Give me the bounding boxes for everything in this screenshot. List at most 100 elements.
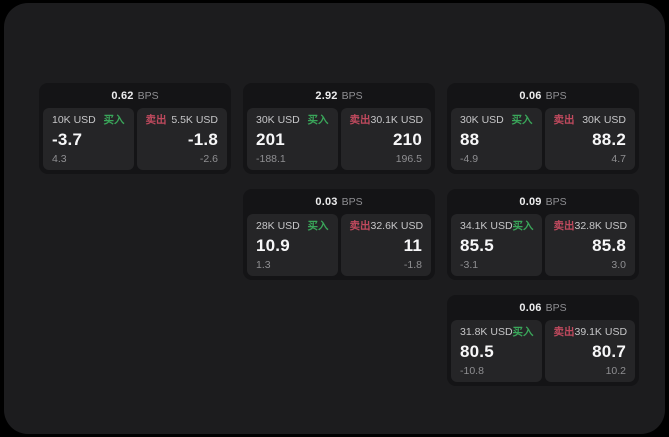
sell-delta: 3.0: [611, 258, 626, 271]
buy-delta: -4.9: [460, 152, 479, 165]
spread-value: 0.09: [519, 195, 542, 208]
sell-quote-tile[interactable]: 卖出 32.8K USD 85.8 3.0: [544, 214, 635, 276]
buy-price: 88: [460, 130, 480, 149]
spread-value: 2.92: [315, 89, 338, 102]
spread-unit-label: BPS: [341, 89, 363, 102]
sell-price: 88.2: [592, 130, 626, 149]
sell-top-row: 卖出 39.1K USD: [553, 326, 628, 338]
sell-size-label: 32.6K USD: [370, 220, 424, 232]
buy-delta: -3.1: [460, 258, 479, 271]
sell-price: -1.8: [187, 130, 218, 149]
spread-unit-label: BPS: [545, 89, 567, 102]
sell-size-label: 5.5K USD: [171, 114, 218, 126]
sell-top-row: 卖出 30K USD: [554, 115, 627, 126]
sell-price: 80.7: [592, 342, 626, 361]
quote-tiles: 31.8K USD 买入 80.5 -10.8 卖出 39.1K USD 80.…: [447, 320, 639, 386]
quote-card: 0.03 BPS 28K USD 买入 10.9 1.3 卖出 32.6K US…: [243, 189, 435, 280]
spread-header: 0.06 BPS: [447, 83, 639, 108]
sell-side-label: 卖出: [349, 114, 371, 126]
buy-top-row: 30K USD 买入: [460, 115, 533, 126]
sell-delta: 196.5: [395, 152, 422, 165]
spread-value: 0.06: [519, 301, 542, 314]
sell-delta: 10.2: [605, 364, 626, 377]
buy-size-label: 28K USD: [256, 220, 300, 232]
buy-top-row: 31.8K USD 买入: [460, 326, 534, 338]
buy-top-row: 34.1K USD 买入: [460, 220, 534, 232]
quote-tiles: 28K USD 买入 10.9 1.3 卖出 32.6K USD 11 -1.8: [243, 214, 435, 280]
buy-side-label: 买入: [511, 114, 533, 126]
quote-card: 2.92 BPS 30K USD 买入 201 -188.1 卖出 30.1K …: [243, 83, 435, 174]
spread-header: 0.62 BPS: [39, 83, 231, 108]
buy-price: 80.5: [460, 342, 494, 361]
sell-delta: -1.8: [403, 258, 422, 271]
buy-delta: -188.1: [256, 152, 286, 165]
quote-card: 0.09 BPS 34.1K USD 买入 85.5 -3.1 卖出 32.8K…: [447, 189, 639, 280]
buy-side-label: 买入: [307, 220, 329, 232]
quote-tiles: 10K USD 买入 -3.7 4.3 卖出 5.5K USD -1.8 -2.…: [39, 108, 231, 174]
sell-side-label: 卖出: [553, 114, 575, 126]
sell-size-label: 32.8K USD: [574, 220, 628, 232]
spread-value: 0.03: [315, 195, 338, 208]
buy-quote-tile[interactable]: 34.1K USD 买入 85.5 -3.1: [451, 214, 542, 276]
quote-tiles: 30K USD 买入 88 -4.9 卖出 30K USD 88.2 4.7: [447, 108, 639, 174]
buy-price: -3.7: [52, 130, 83, 149]
sell-quote-tile[interactable]: 卖出 30K USD 88.2 4.7: [544, 108, 635, 170]
buy-side-label: 买入: [103, 114, 125, 126]
buy-side-label: 买入: [307, 114, 329, 126]
spread-header: 0.03 BPS: [243, 189, 435, 214]
spread-unit-label: BPS: [341, 195, 363, 208]
sell-top-row: 卖出 30.1K USD: [349, 114, 424, 126]
spread-unit-label: BPS: [137, 89, 159, 102]
quotes-panel: 0.62 BPS 10K USD 买入 -3.7 4.3 卖出 5.5K USD…: [4, 3, 665, 434]
buy-quote-tile[interactable]: 10K USD 买入 -3.7 4.3: [43, 108, 134, 170]
buy-quote-tile[interactable]: 31.8K USD 买入 80.5 -10.8: [451, 320, 542, 382]
spread-header: 2.92 BPS: [243, 83, 435, 108]
quote-tiles: 30K USD 买入 201 -188.1 卖出 30.1K USD 210 1…: [243, 108, 435, 174]
sell-quote-tile[interactable]: 卖出 39.1K USD 80.7 10.2: [544, 320, 635, 382]
quote-card: 0.06 BPS 31.8K USD 买入 80.5 -10.8 卖出 39.1…: [447, 295, 639, 386]
sell-price: 210: [393, 130, 422, 149]
quote-card: 0.06 BPS 30K USD 买入 88 -4.9 卖出 30K USD 8…: [447, 83, 639, 174]
sell-side-label: 卖出: [553, 326, 575, 338]
sell-size-label: 30.1K USD: [370, 114, 424, 126]
buy-price: 201: [256, 130, 285, 149]
spread-unit-label: BPS: [545, 301, 567, 314]
sell-top-row: 卖出 5.5K USD: [146, 115, 219, 126]
buy-price: 85.5: [460, 236, 494, 255]
buy-top-row: 30K USD 买入: [256, 115, 329, 126]
sell-delta: 4.7: [611, 152, 626, 165]
buy-side-label: 买入: [512, 220, 534, 232]
sell-quote-tile[interactable]: 卖出 32.6K USD 11 -1.8: [340, 214, 431, 276]
spread-header: 0.06 BPS: [447, 295, 639, 320]
sell-side-label: 卖出: [349, 220, 371, 232]
buy-delta: 4.3: [52, 152, 67, 165]
sell-size-label: 39.1K USD: [574, 326, 628, 338]
buy-size-label: 31.8K USD: [460, 326, 513, 338]
buy-size-label: 10K USD: [52, 114, 96, 126]
spread-header: 0.09 BPS: [447, 189, 639, 214]
sell-top-row: 卖出 32.8K USD: [553, 220, 628, 232]
buy-quote-tile[interactable]: 30K USD 买入 201 -188.1: [247, 108, 338, 170]
quote-card: 0.62 BPS 10K USD 买入 -3.7 4.3 卖出 5.5K USD…: [39, 83, 231, 174]
sell-price: 85.8: [592, 236, 626, 255]
quotes-grid: 0.62 BPS 10K USD 买入 -3.7 4.3 卖出 5.5K USD…: [39, 83, 639, 386]
buy-quote-tile[interactable]: 28K USD 买入 10.9 1.3: [247, 214, 338, 276]
quote-tiles: 34.1K USD 买入 85.5 -3.1 卖出 32.8K USD 85.8…: [447, 214, 639, 280]
spread-value: 0.62: [111, 89, 134, 102]
sell-quote-tile[interactable]: 卖出 5.5K USD -1.8 -2.6: [136, 108, 227, 170]
sell-side-label: 卖出: [553, 220, 575, 232]
buy-top-row: 28K USD 买入: [256, 221, 329, 232]
buy-price: 10.9: [256, 236, 290, 255]
spread-unit-label: BPS: [545, 195, 567, 208]
buy-top-row: 10K USD 买入: [52, 115, 125, 126]
sell-price: 11: [403, 236, 422, 255]
sell-side-label: 卖出: [145, 114, 167, 126]
sell-quote-tile[interactable]: 卖出 30.1K USD 210 196.5: [340, 108, 431, 170]
buy-delta: 1.3: [256, 258, 271, 271]
spread-value: 0.06: [519, 89, 542, 102]
buy-size-label: 30K USD: [460, 114, 504, 126]
buy-size-label: 30K USD: [256, 114, 300, 126]
sell-top-row: 卖出 32.6K USD: [349, 220, 424, 232]
buy-quote-tile[interactable]: 30K USD 买入 88 -4.9: [451, 108, 542, 170]
